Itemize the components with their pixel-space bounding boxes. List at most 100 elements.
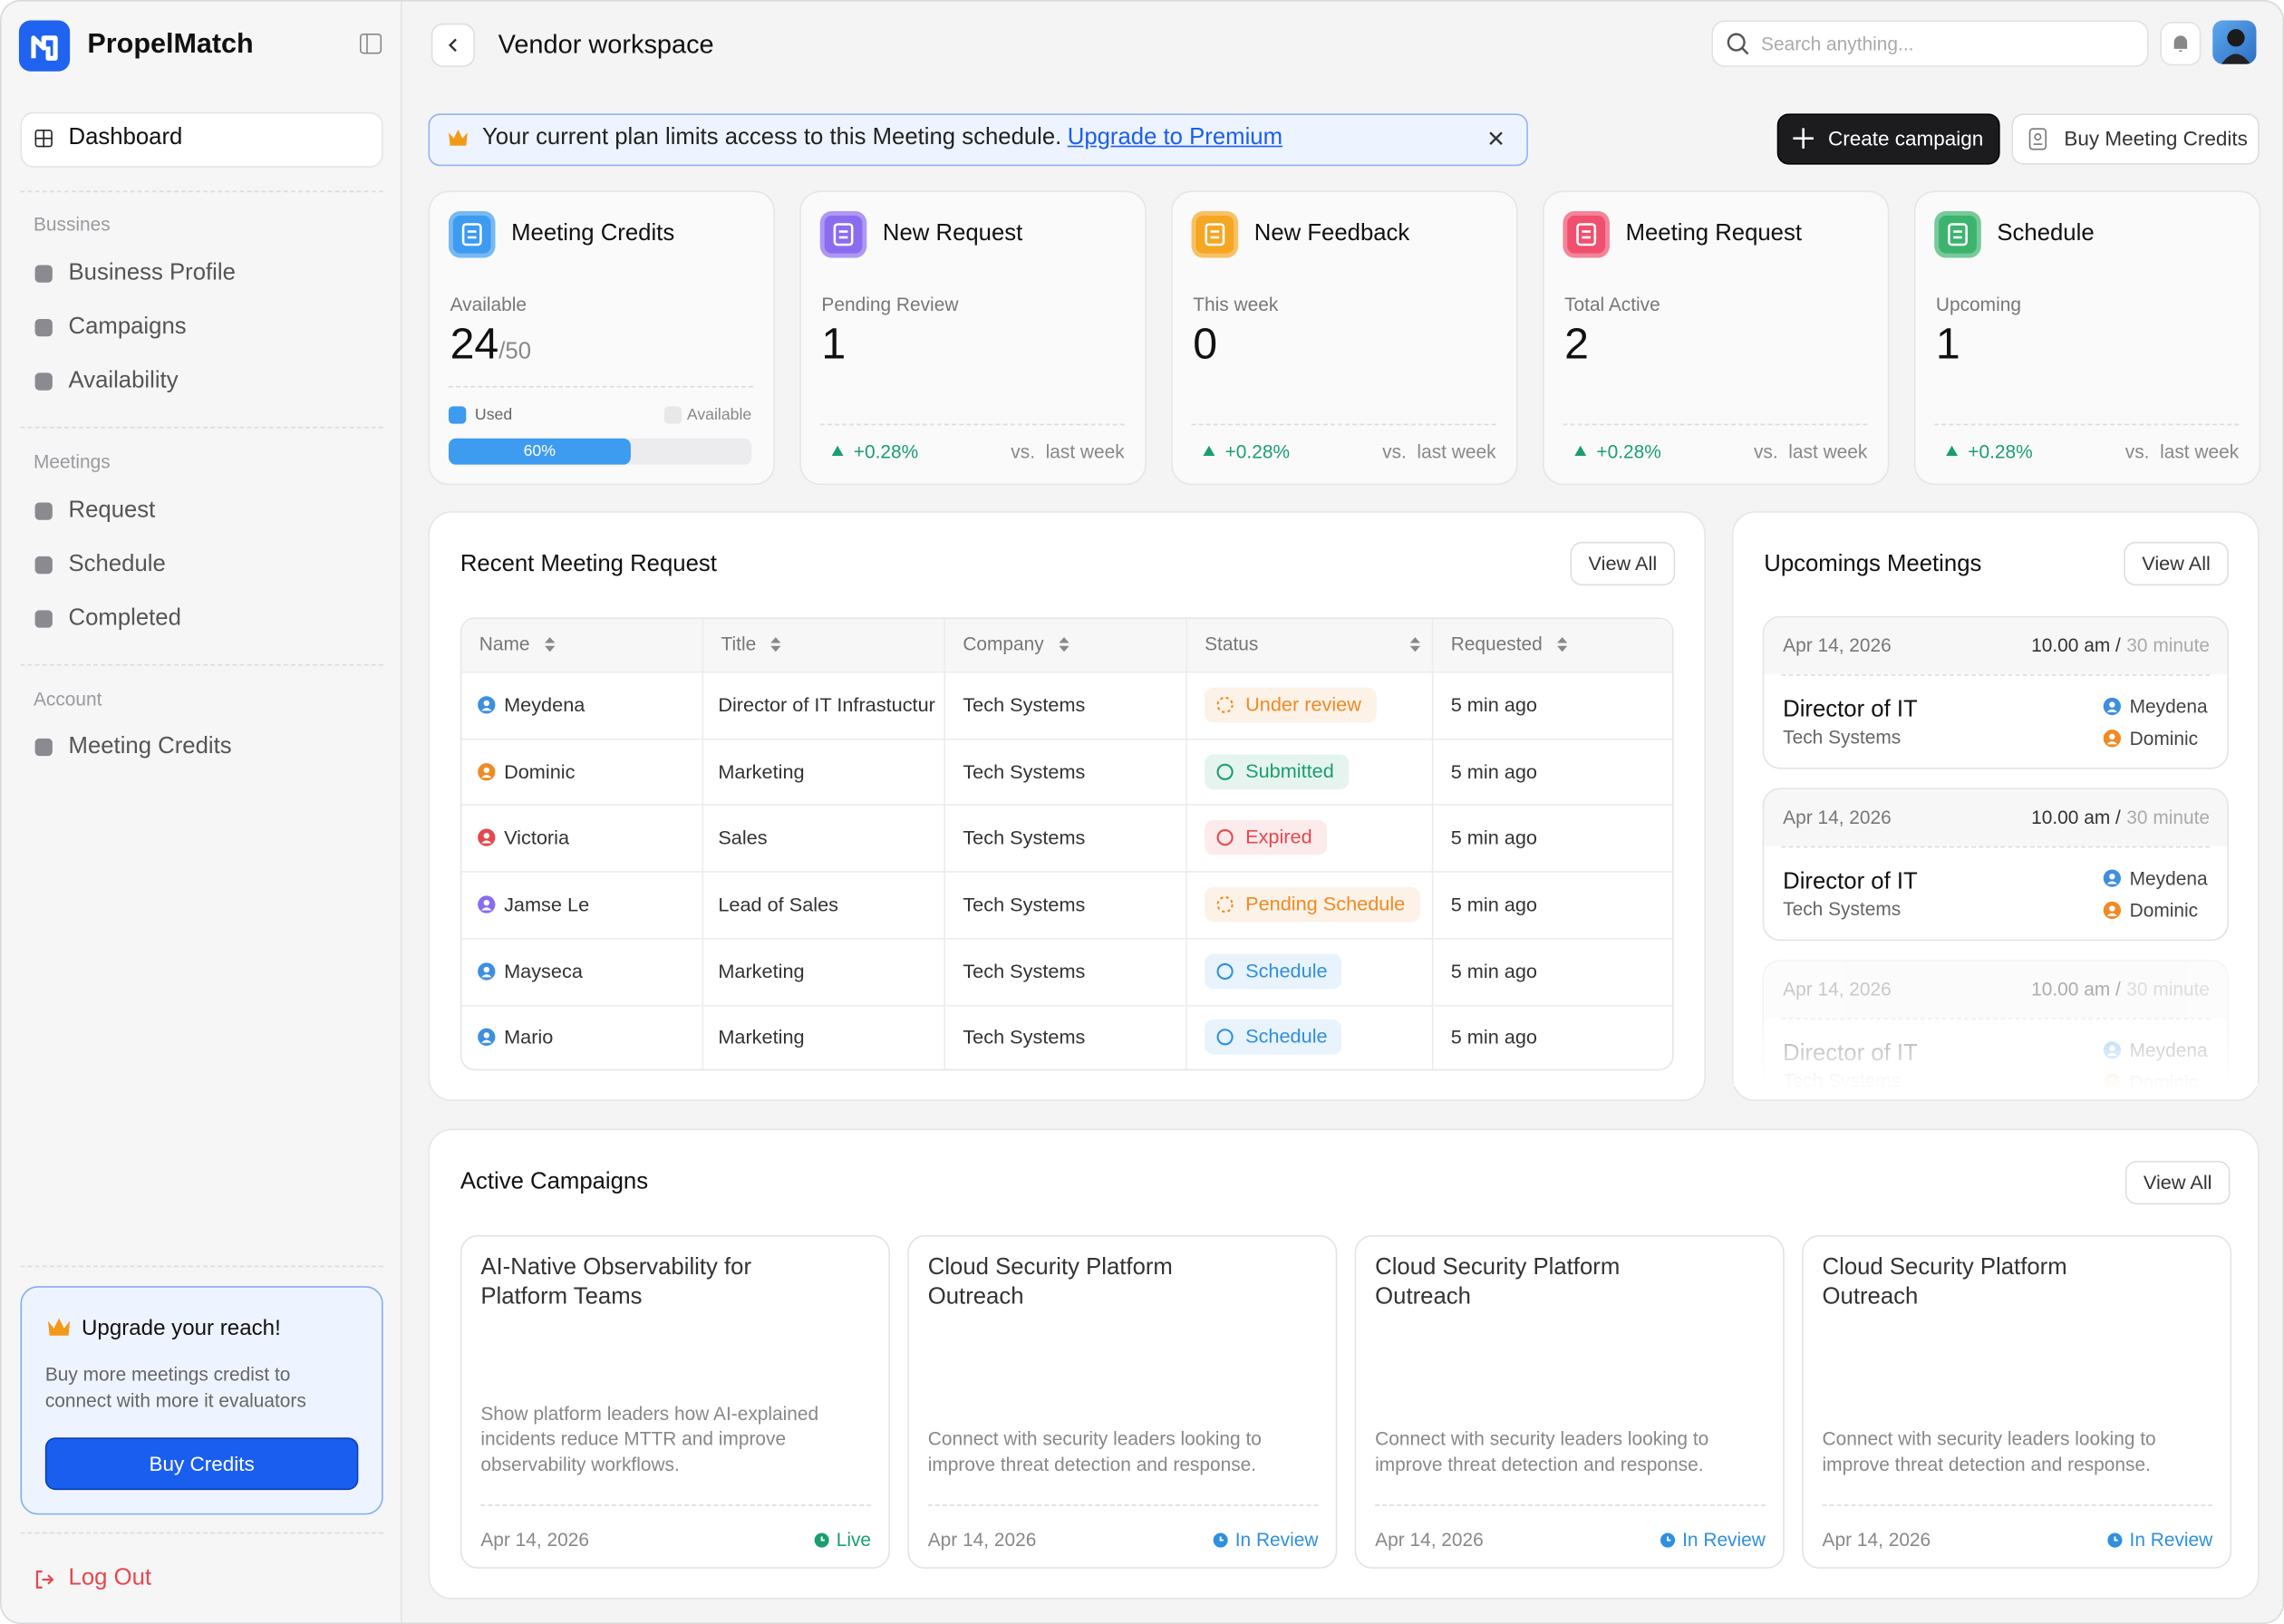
banner-message: Your current plan limits access to this … [481, 125, 1062, 150]
icon-part [2227, 29, 2245, 47]
icon-part [2103, 697, 2121, 716]
icon-part [2109, 873, 2115, 880]
icon-part [1219, 1535, 1224, 1541]
meeting-card-header [1764, 789, 2228, 846]
campaign-status: Live [814, 1529, 871, 1551]
column-line [1431, 619, 1434, 1069]
icon-part [359, 33, 382, 54]
icon-part [48, 1318, 71, 1336]
column-header: Company [963, 633, 1069, 654]
stat-icon [1191, 211, 1239, 258]
column-label: Company [963, 633, 1044, 655]
meeting-title: Director of IT [1783, 697, 1918, 723]
divider [20, 190, 383, 193]
buy-credits-button[interactable] [44, 1437, 359, 1491]
icon-part [2103, 869, 2121, 887]
cell-title: Marketing [718, 759, 805, 783]
nav-label: Schedule [68, 552, 166, 577]
icon-part [481, 907, 492, 911]
status-label: In Review [2129, 1528, 2213, 1551]
cell-requested: 5 min ago [1450, 960, 1538, 982]
status-icon [1216, 1029, 1234, 1046]
section-label: Meetings [33, 450, 111, 473]
campaign-card[interactable]: Cloud Security Platform Outreach Connect … [1802, 1234, 2232, 1569]
nav-item-active[interactable] [20, 111, 383, 168]
icon [34, 502, 53, 520]
view-all-button[interactable] [1570, 541, 1676, 586]
icon-part [2028, 128, 2047, 150]
icon-part [1660, 1532, 1676, 1547]
status-icon [814, 1532, 829, 1547]
buy-meeting-credits-button[interactable] [2011, 113, 2260, 165]
icon-part [448, 38, 457, 53]
column-label: Requested [1450, 633, 1543, 655]
crown-icon [447, 128, 469, 147]
campaign-card[interactable]: Cloud Security Platform Outreach Connect … [1354, 1234, 1785, 1569]
legend-label: Available [686, 406, 752, 424]
icon-part [1216, 762, 1234, 780]
user-avatar[interactable] [2212, 20, 2257, 64]
stat-compare: vs. last week [1753, 440, 1868, 463]
create-campaign-button[interactable] [1776, 113, 2000, 165]
stat-number: 1 [1935, 320, 1960, 369]
icon-part [833, 223, 854, 246]
icon-part [34, 372, 53, 391]
cell-company: Tech Systems [963, 759, 1086, 783]
logout: Log Out [68, 1565, 152, 1590]
icon-part [1409, 636, 1420, 652]
icon-part [478, 695, 496, 714]
upgrade-link[interactable]: Upgrade to Premium [1067, 125, 1283, 150]
stat-icon [819, 211, 867, 258]
fade-overlay [1733, 1020, 2259, 1087]
divider [1822, 1504, 2213, 1506]
campaign-card[interactable]: Cloud Security Platform Outreach Connect … [907, 1234, 1338, 1569]
divider [1781, 1018, 2211, 1020]
stat-compare: vs. last week [1011, 440, 1125, 463]
page-title: Vendor workspace [498, 29, 714, 60]
icon-part [34, 610, 53, 628]
icon-part [483, 766, 489, 773]
icon-part [1216, 696, 1234, 713]
cell-name: Mayseca [504, 960, 583, 982]
avatar [478, 695, 496, 714]
section-label: Bussines [33, 213, 111, 236]
campaign-card[interactable]: AI-Native Observability for Platform Tea… [460, 1234, 890, 1569]
campaign-date: Apr 14, 2026 [927, 1528, 1037, 1551]
icon [1574, 445, 1587, 457]
stat-title: New Request [882, 221, 1023, 246]
attendee-name: Dominic [2129, 727, 2199, 749]
button-label: Create campaign [1827, 126, 1984, 150]
icon-part [461, 223, 482, 246]
icon-part [831, 445, 844, 457]
view-all-button[interactable] [2124, 541, 2229, 586]
view-all-button[interactable] [2124, 1160, 2231, 1205]
nav-label: Dashboard [68, 125, 183, 150]
icon-part [2107, 1532, 2123, 1547]
time: 10.00 am / [2031, 806, 2121, 828]
icon-part [1946, 445, 1958, 457]
meeting-card: Apr 14, 2026 10.00 am /30 minute Director … [1762, 615, 2229, 769]
icon-part [483, 966, 489, 972]
campaign-status: In Review [2107, 1529, 2212, 1551]
icon-part [1409, 636, 1420, 652]
row-line [461, 738, 1672, 740]
column-label: Name [479, 633, 530, 655]
meeting-date: Apr 14, 2026 [1783, 806, 1892, 828]
avatar [478, 962, 496, 980]
status-pill: Submitted [1205, 753, 1349, 789]
row-line [461, 937, 1672, 940]
avatar [2103, 901, 2121, 920]
icon-part [1216, 962, 1234, 980]
back-button[interactable] [431, 23, 475, 67]
icon [447, 38, 459, 53]
app-name: PropelMatch [87, 29, 254, 60]
stat-icon [1934, 211, 1981, 258]
icon-part [34, 738, 53, 757]
search-box[interactable] [1711, 20, 2149, 67]
icon [831, 445, 844, 457]
icon-part [1205, 223, 1225, 246]
icon-part [2103, 730, 2121, 748]
icon-part [833, 223, 854, 246]
stat-title: Schedule [1997, 221, 2095, 246]
